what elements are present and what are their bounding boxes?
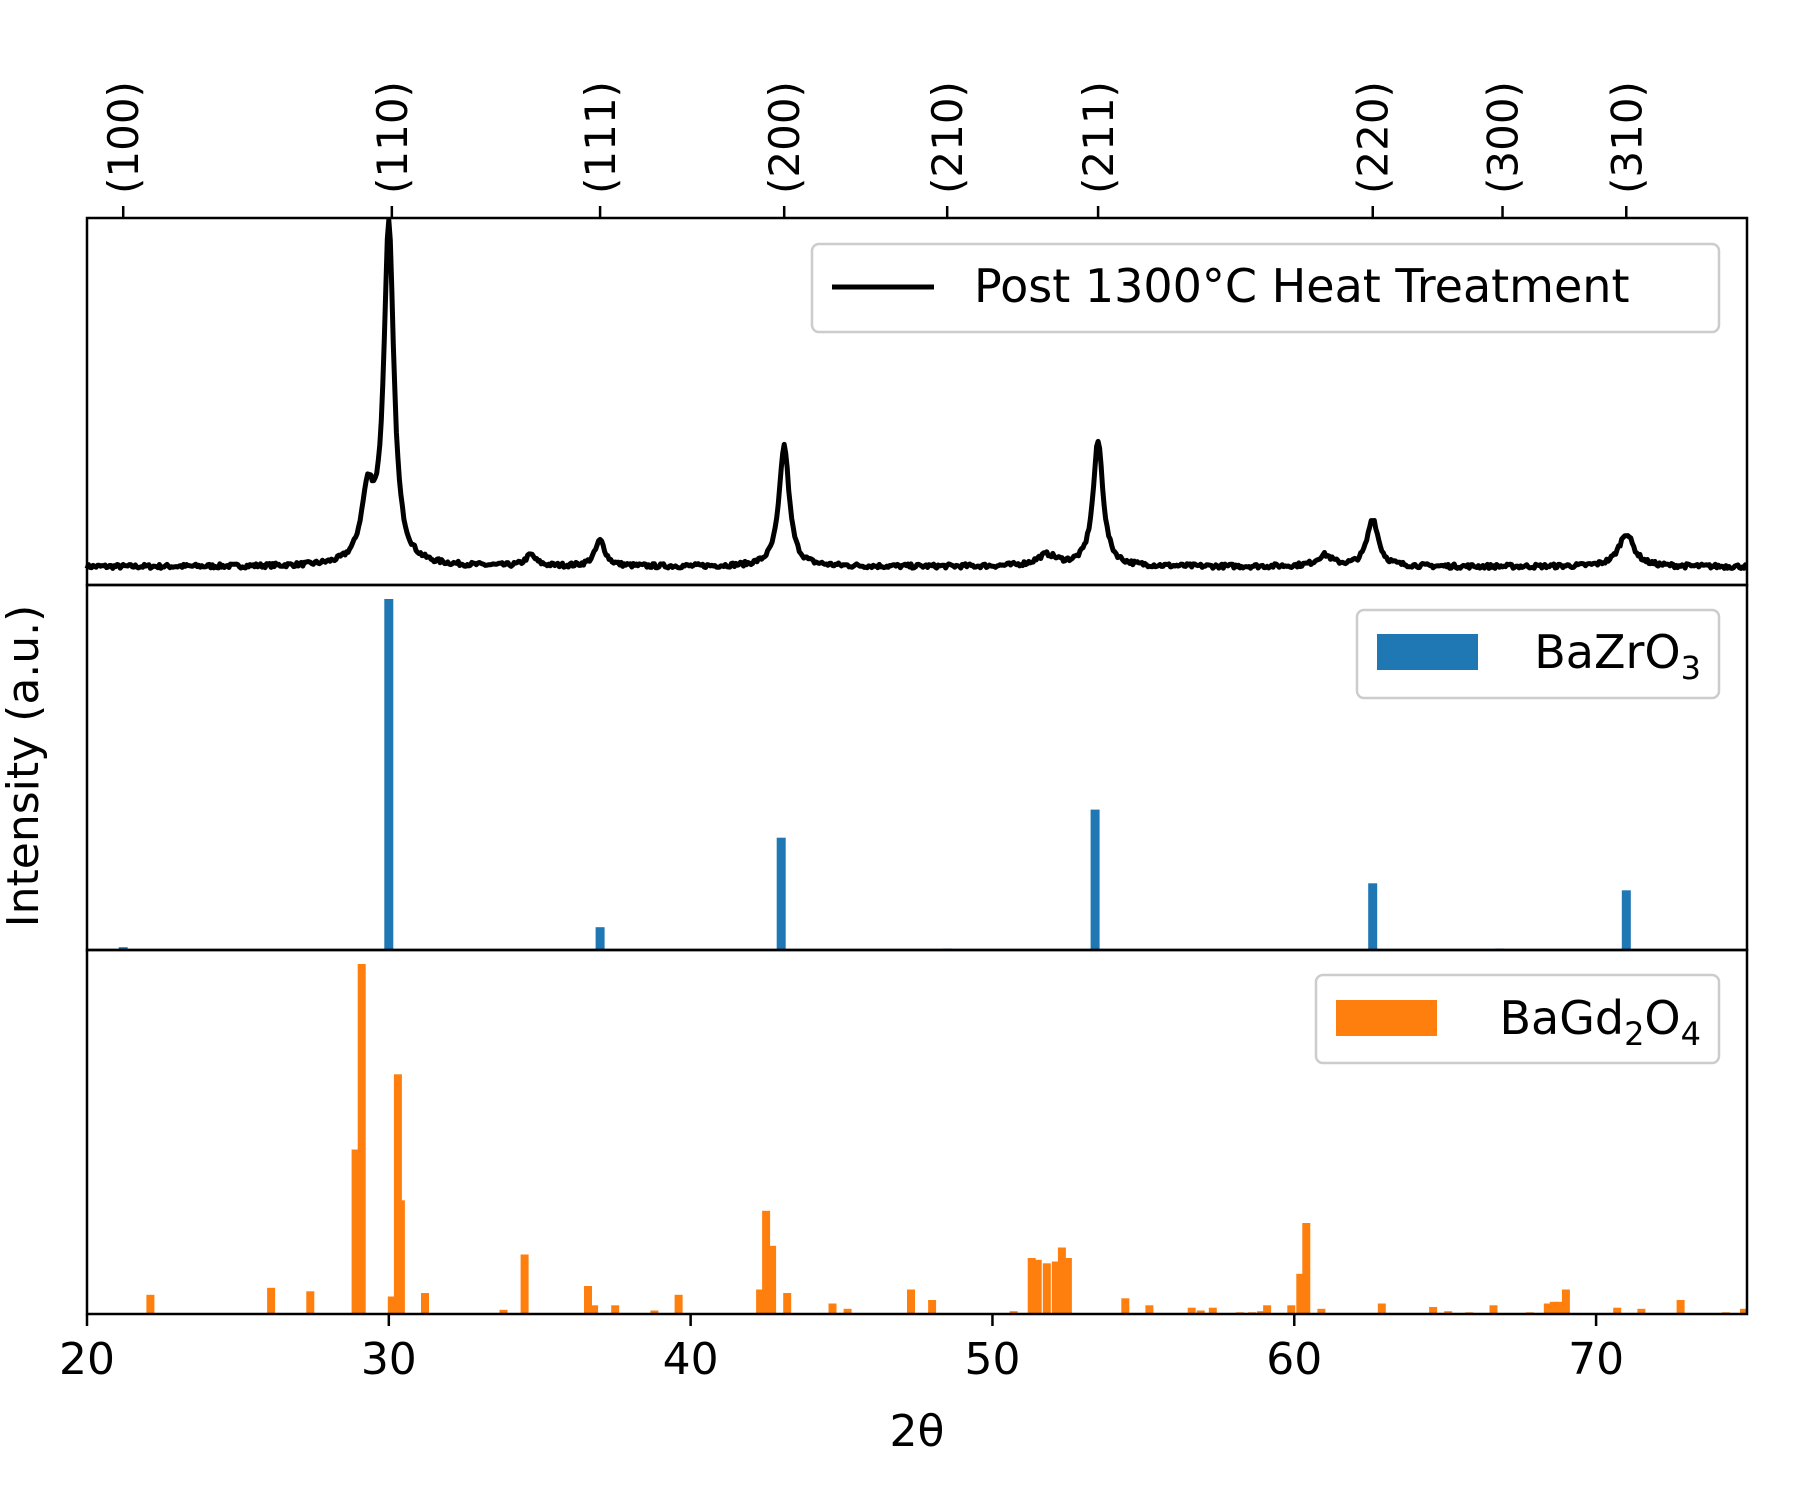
bar	[650, 1310, 659, 1314]
bar	[421, 1293, 429, 1314]
bar	[357, 964, 366, 1314]
x-tick-label: 40	[663, 1334, 719, 1385]
bar	[783, 1293, 792, 1314]
bar	[396, 1200, 405, 1315]
legend-label: Post 1300°C Heat Treatment	[974, 259, 1629, 313]
hkl-label: (300)	[1479, 81, 1528, 194]
bar	[146, 1294, 155, 1315]
legend-label: BaGd2O4	[1499, 991, 1701, 1053]
bar	[1196, 1310, 1205, 1314]
bar	[928, 1300, 937, 1314]
hkl-label: (111)	[576, 81, 625, 194]
bar	[1377, 1303, 1386, 1314]
legend-bazro3: BaZrO3	[1355, 608, 1721, 700]
bar	[1287, 1305, 1296, 1315]
x-tick-label: 30	[361, 1334, 417, 1385]
bar	[828, 1303, 837, 1314]
bar	[1621, 890, 1631, 950]
bar	[1317, 1308, 1326, 1315]
bar	[1208, 1307, 1217, 1314]
bar	[267, 1287, 276, 1315]
bar	[756, 1289, 765, 1314]
bar	[1549, 1301, 1558, 1315]
xrd-trace-line	[84, 217, 1748, 571]
bar	[768, 1245, 777, 1315]
bar	[1302, 1223, 1311, 1314]
bar	[1368, 883, 1378, 950]
hkl-label: (310)	[1602, 81, 1651, 194]
bar	[1429, 1307, 1438, 1314]
hkl-label: (110)	[368, 81, 417, 194]
x-axis-label: 2θ	[890, 1406, 945, 1457]
bar	[1257, 1311, 1266, 1314]
bar	[1090, 809, 1100, 950]
hkl-label: (220)	[1349, 81, 1398, 194]
x-tick-label: 70	[1568, 1334, 1624, 1385]
legend-box	[1314, 973, 1721, 1065]
bar	[907, 1289, 915, 1314]
bar	[520, 1254, 529, 1314]
x-tick-label: 60	[1266, 1334, 1322, 1385]
bar	[611, 1305, 620, 1315]
bar	[1555, 1301, 1564, 1315]
bar	[351, 1149, 360, 1314]
bar	[595, 927, 605, 950]
bar	[1543, 1303, 1552, 1314]
bar	[590, 1305, 599, 1315]
bagd2o4-bars	[146, 964, 1748, 1315]
legend-swatch-bar	[1377, 634, 1478, 670]
bar	[384, 599, 394, 950]
y-axis-label: Intensity (a.u.)	[0, 605, 49, 928]
legend-label: BaZrO3	[1534, 625, 1701, 687]
bar	[1740, 1308, 1748, 1315]
bar	[1637, 1308, 1646, 1315]
bar	[1296, 1273, 1305, 1315]
bar	[674, 1294, 683, 1315]
bar	[762, 1210, 771, 1315]
bar	[584, 1286, 592, 1314]
bar	[1613, 1307, 1622, 1314]
legend-xrd: Post 1300°C Heat Treatment	[810, 242, 1721, 334]
bar	[393, 1074, 402, 1315]
bar	[1676, 1300, 1685, 1314]
bar	[306, 1291, 315, 1315]
bar	[499, 1309, 508, 1314]
panel-frame-bottom	[85, 948, 1749, 1316]
legend-swatch-bar	[1336, 1000, 1437, 1036]
bar	[387, 1296, 396, 1314]
bar	[1051, 1261, 1060, 1314]
bar	[1009, 1311, 1018, 1314]
bar	[1444, 1311, 1453, 1314]
bar	[1033, 1259, 1042, 1315]
bar	[1263, 1305, 1272, 1315]
bar	[776, 837, 786, 950]
bar	[1121, 1298, 1130, 1315]
hkl-label: (200)	[760, 81, 809, 194]
bar	[1187, 1307, 1196, 1314]
hkl-label: (100)	[99, 81, 148, 194]
x-tick-label: 50	[964, 1334, 1020, 1385]
bar	[1057, 1247, 1066, 1314]
bar	[1489, 1305, 1498, 1315]
legend-box	[1355, 608, 1721, 700]
bar	[1561, 1289, 1570, 1314]
legend-box	[810, 242, 1721, 334]
hkl-label: (210)	[923, 81, 972, 194]
hkl-top-axis: (100) (110) (111) (200) (210) (211) (220) (300)…	[99, 81, 1651, 218]
bar	[1145, 1305, 1154, 1315]
bar	[1042, 1263, 1051, 1315]
bar	[1063, 1258, 1072, 1314]
bar	[118, 947, 128, 950]
bar	[1027, 1258, 1036, 1314]
bar	[843, 1308, 852, 1315]
x-tick-label: 20	[59, 1334, 115, 1385]
x-axis: 20 30 40 50 60 70	[59, 1314, 1624, 1385]
hkl-label: (211)	[1074, 81, 1123, 194]
legend-bagd2o4: BaGd2O4	[1314, 973, 1721, 1065]
